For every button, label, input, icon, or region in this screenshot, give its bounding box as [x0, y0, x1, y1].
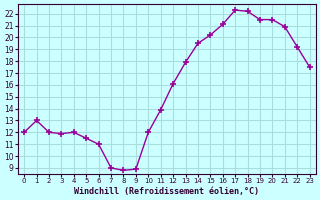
- X-axis label: Windchill (Refroidissement éolien,°C): Windchill (Refroidissement éolien,°C): [74, 187, 260, 196]
